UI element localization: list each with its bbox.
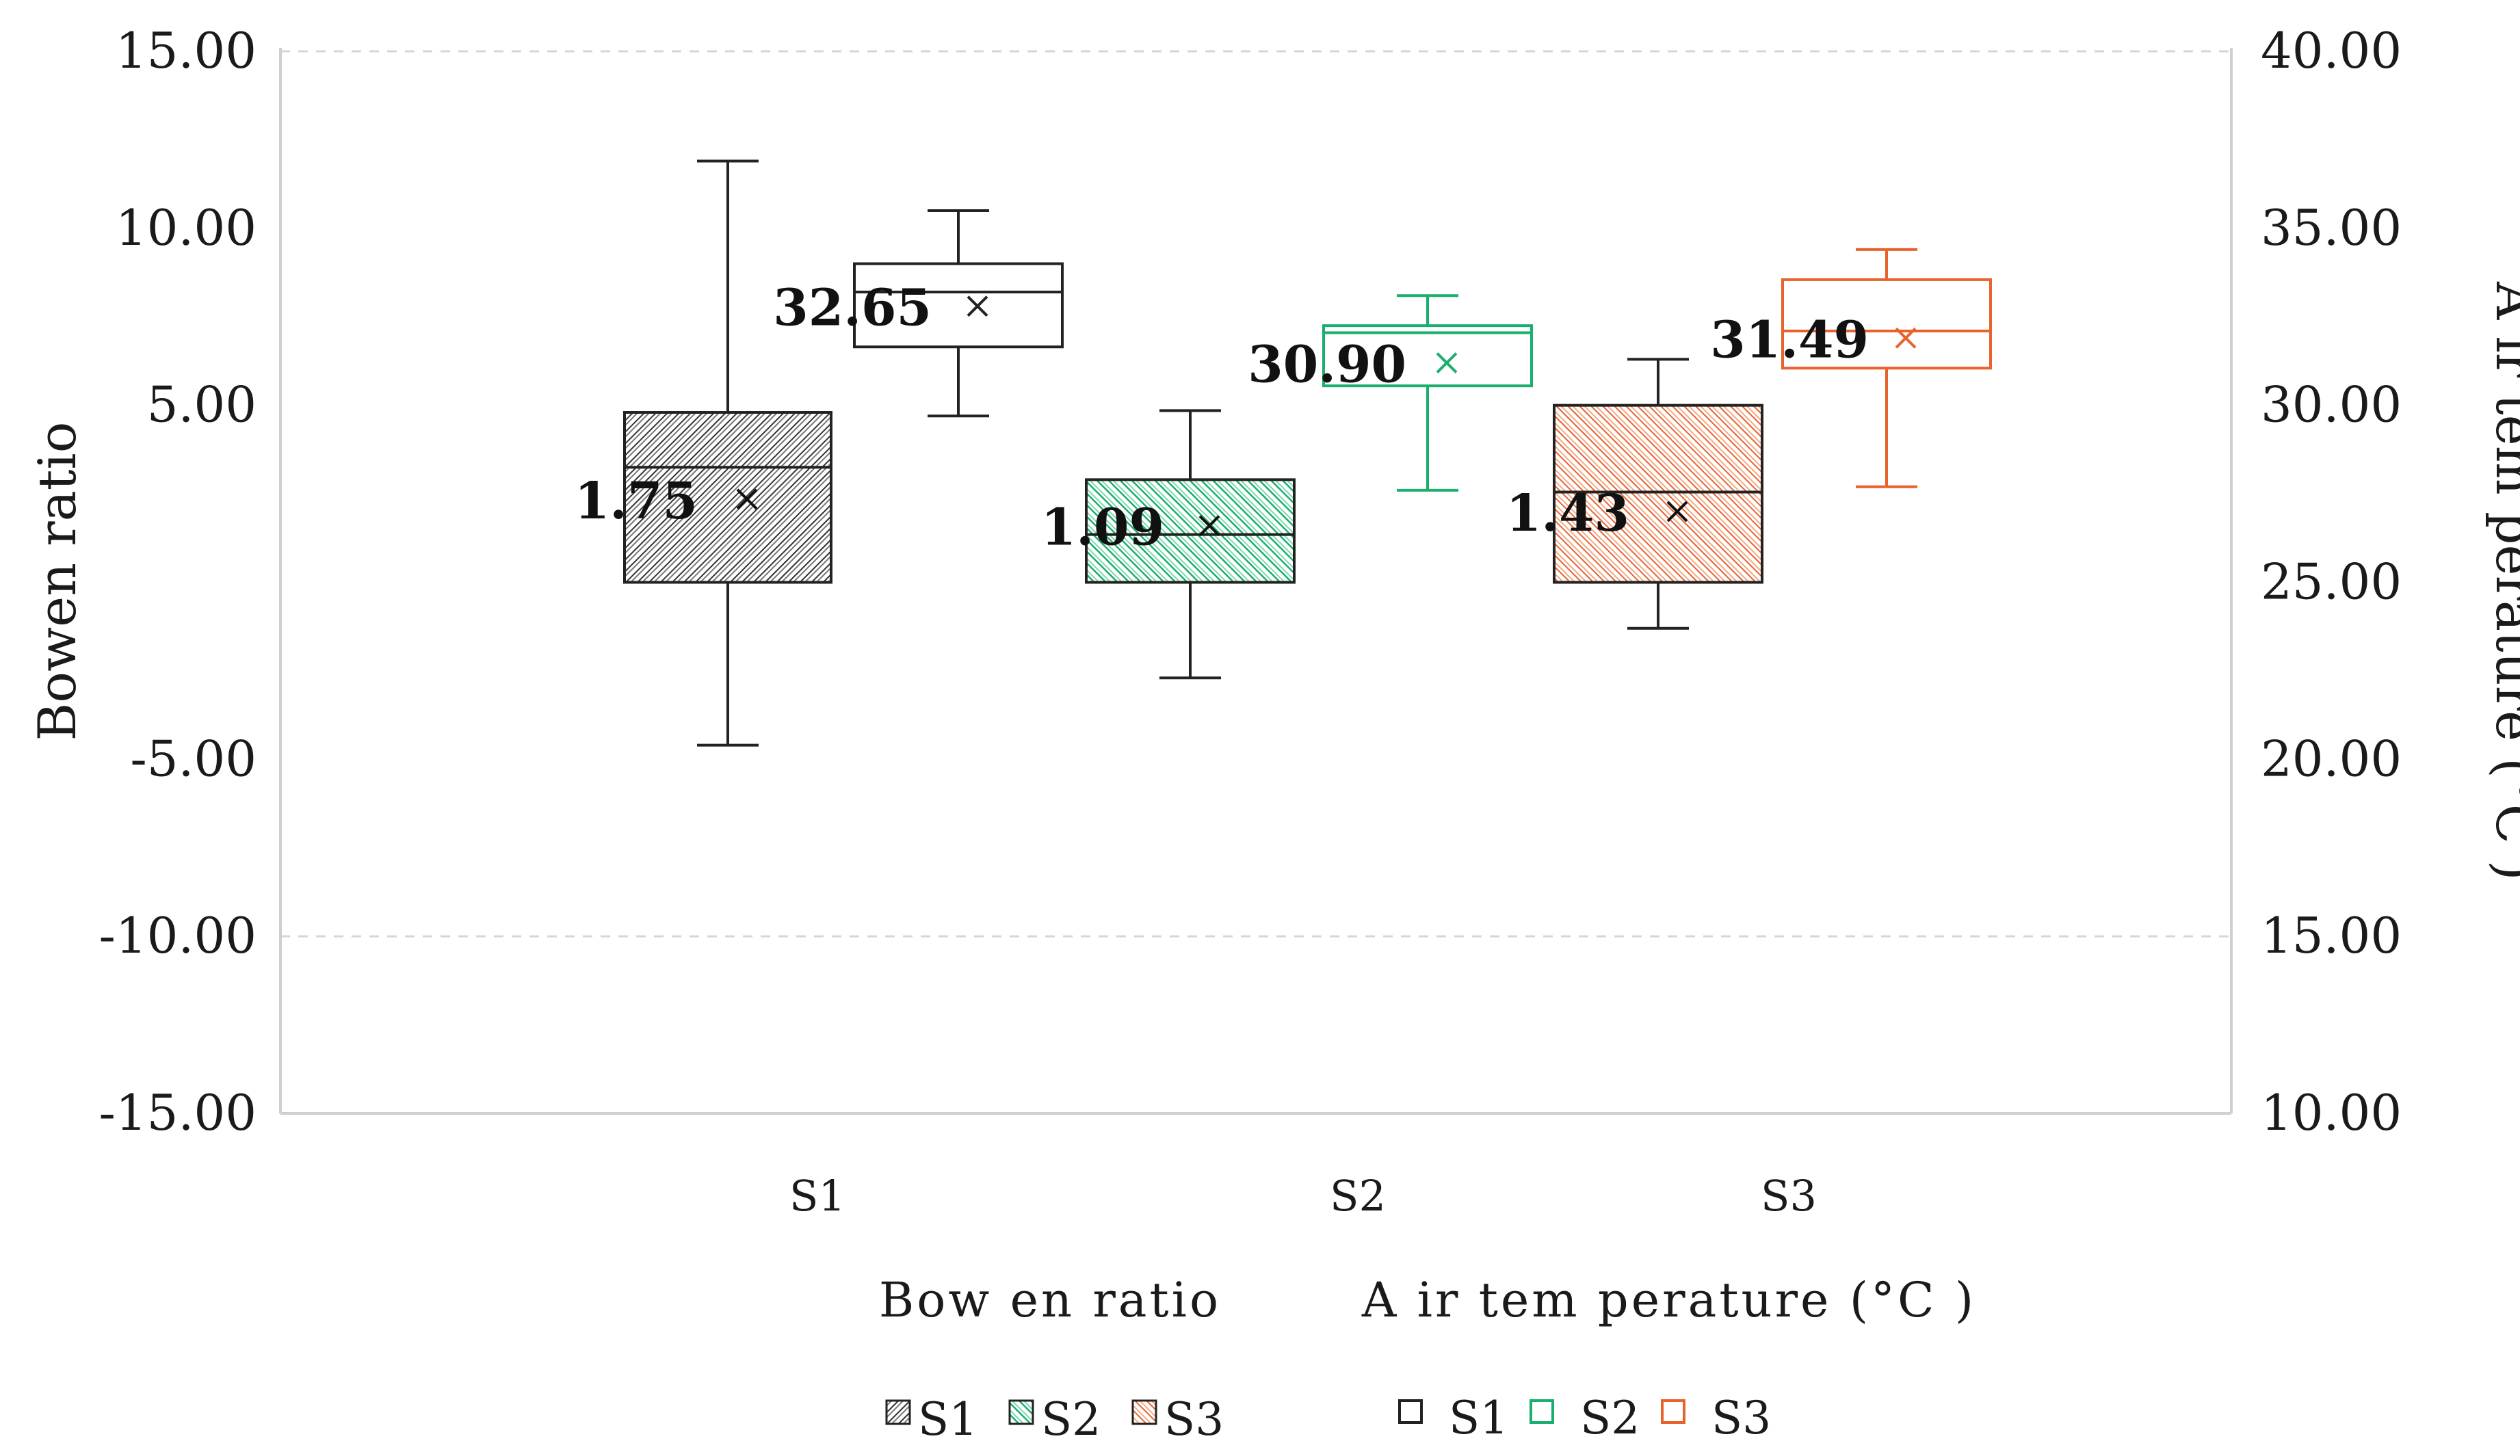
box-bowen-s3: 1.43: [1506, 358, 1763, 630]
mean-marker: [1895, 327, 1917, 349]
data-label: 1.09: [1041, 499, 1164, 557]
box-iqr: [1085, 478, 1296, 584]
mean-marker: [736, 488, 758, 510]
box-iqr: [623, 411, 832, 584]
legend-label-temp-s1: S1: [1449, 1392, 1508, 1444]
category-label-s1: S1: [789, 1171, 845, 1221]
right-axis-title: A ir tem perature (°C ): [2484, 281, 2520, 880]
left-tick-label: -15.00: [99, 1084, 257, 1141]
box-plots: 1.75 1.09 1.43 32.65 30.90 31.49: [575, 159, 1992, 747]
legend-title-temperature: A ir tem perature (°C ): [1361, 1272, 1976, 1328]
category-label-s3: S3: [1761, 1171, 1817, 1221]
mean-marker: [967, 295, 988, 317]
box-iqr: [853, 262, 1064, 349]
legend-swatch-temp-s2: [1530, 1399, 1554, 1424]
box-iqr: [1322, 324, 1533, 388]
mean-marker: [1198, 515, 1220, 537]
box-temp-s2: 30.90: [1248, 294, 1533, 492]
box-iqr: [1553, 403, 1763, 584]
box-bowen-s2: 1.09: [1041, 409, 1296, 680]
mean-marker: [1666, 501, 1688, 522]
box-iqr: [1781, 278, 1992, 370]
right-tick-label: 25.00: [2261, 553, 2402, 611]
gridlines: [280, 50, 2231, 938]
legend-label-temp-s3: S3: [1711, 1392, 1771, 1444]
legend-label-temp-s2: S2: [1580, 1392, 1640, 1444]
legend: Bow en ratio A ir tem perature (°C ) S1 …: [879, 1272, 1976, 1446]
mean-marker: [1436, 352, 1458, 373]
left-tick-label: 5.00: [147, 376, 257, 434]
data-label: 30.90: [1248, 336, 1406, 395]
left-tick-label: -10.00: [99, 907, 257, 964]
legend-title-bowen: Bow en ratio: [879, 1272, 1221, 1328]
right-tick-label: 40.00: [2261, 22, 2402, 79]
category-label-s2: S2: [1330, 1171, 1386, 1221]
left-tick-label: -5.00: [130, 730, 257, 787]
right-tick-label: 30.00: [2261, 376, 2402, 434]
right-axis-ticks: 40.00 35.00 30.00 25.00 20.00 15.00 10.00: [2261, 22, 2402, 1141]
right-tick-label: 15.00: [2261, 907, 2402, 964]
legend-label-bowen-s2: S2: [1041, 1393, 1101, 1446]
right-tick-label: 35.00: [2261, 199, 2402, 256]
left-axis-title: Bowen ratio: [27, 422, 88, 741]
data-label: 32.65: [773, 279, 932, 338]
legend-swatch-bowen-s1: [885, 1399, 911, 1425]
left-tick-label: 15.00: [116, 22, 257, 79]
box-temp-s1: 32.65: [773, 209, 1064, 418]
data-label: 1.43: [1506, 484, 1629, 543]
legend-label-bowen-s3: S3: [1164, 1393, 1224, 1446]
legend-swatch-bowen-s3: [1131, 1399, 1157, 1425]
legend-label-bowen-s1: S1: [918, 1393, 977, 1446]
data-label: 1.75: [575, 472, 698, 531]
left-tick-label: 10.00: [116, 199, 257, 256]
legend-swatch-bowen-s2: [1008, 1399, 1034, 1425]
left-axis-ticks: 15.00 10.00 5.00 -5.00 -10.00 -15.00: [99, 22, 257, 1141]
box-temp-s3: 31.49: [1710, 248, 1992, 488]
legend-swatch-temp-s1: [1398, 1399, 1423, 1424]
data-label: 31.49: [1710, 310, 1869, 369]
right-tick-label: 10.00: [2261, 1084, 2402, 1141]
right-tick-label: 20.00: [2261, 730, 2402, 787]
box-bowen-s1: 1.75: [575, 159, 832, 747]
legend-swatch-temp-s3: [1661, 1399, 1685, 1424]
